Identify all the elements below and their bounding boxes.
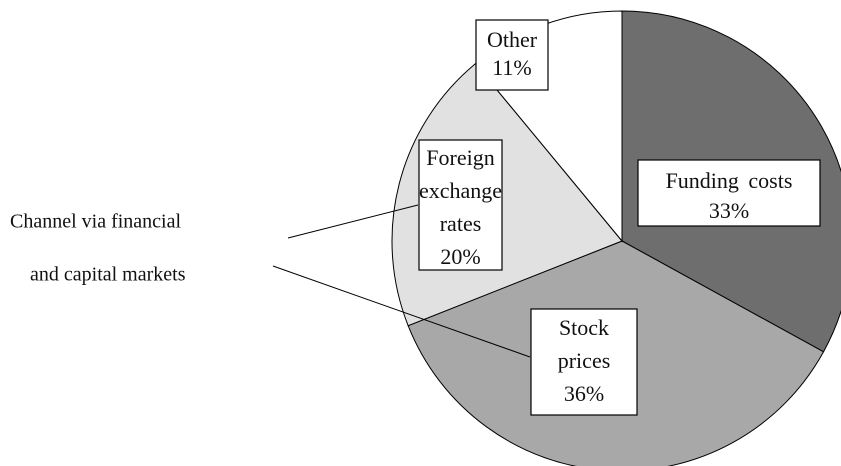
- annotation: Channel via financial: [10, 211, 181, 233]
- annotation: and capital markets: [30, 264, 186, 286]
- value-label: 33%: [709, 198, 749, 223]
- leader-line: [287, 204, 419, 239]
- category-label: Funding costs: [666, 168, 793, 193]
- label-box: [418, 139, 503, 271]
- value-label: 20%: [440, 244, 480, 269]
- label-box: [530, 308, 638, 416]
- value-label: 36%: [564, 381, 604, 406]
- category-label: Stock prices: [558, 315, 611, 373]
- category-label: Other: [487, 27, 538, 52]
- value-label: 11%: [492, 55, 532, 80]
- leader-line: [272, 265, 531, 358]
- category-label: Foreign exchange rates: [419, 145, 502, 236]
- label-box: [475, 19, 549, 91]
- labels: Funding costs 33% Stock prices 36% Foreign exc…: [418, 19, 821, 416]
- label-box: [637, 159, 821, 227]
